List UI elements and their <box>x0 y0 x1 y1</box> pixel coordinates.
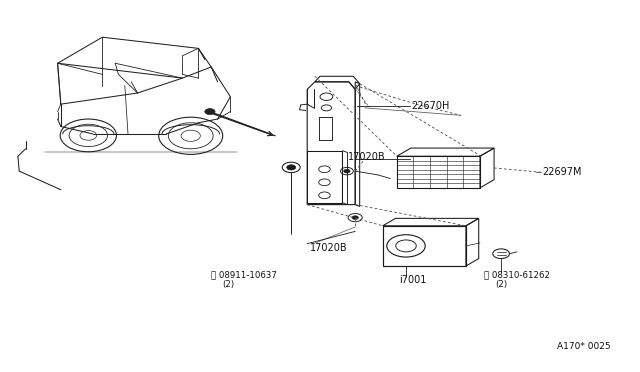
Bar <box>397 156 480 188</box>
Text: A170* 0025: A170* 0025 <box>557 342 611 351</box>
Text: (2): (2) <box>495 280 508 289</box>
Text: 17020B: 17020B <box>348 152 385 162</box>
Text: 17020B: 17020B <box>310 243 348 253</box>
Text: Ⓢ 08310-61262: Ⓢ 08310-61262 <box>484 271 550 280</box>
Circle shape <box>205 109 215 115</box>
Text: i7001: i7001 <box>399 275 426 285</box>
Circle shape <box>287 165 296 170</box>
Circle shape <box>344 169 350 173</box>
Text: (2): (2) <box>223 280 235 289</box>
Text: 22670H: 22670H <box>411 102 449 111</box>
Text: Ⓝ 08911-10637: Ⓝ 08911-10637 <box>211 271 277 280</box>
Text: 22697M: 22697M <box>543 167 582 177</box>
Bar <box>383 226 466 266</box>
Circle shape <box>352 216 358 219</box>
